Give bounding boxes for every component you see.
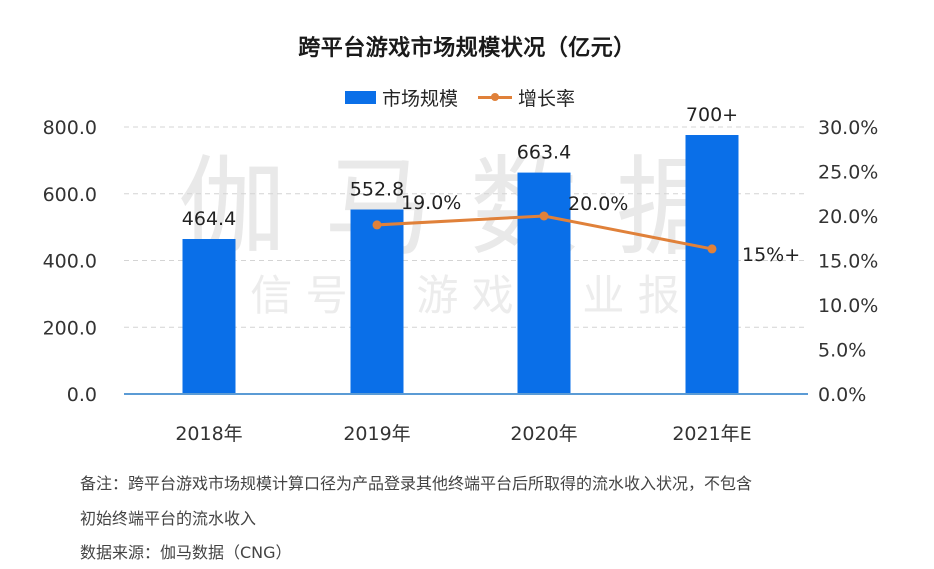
chart-legend: 市场规模 增长率 — [345, 84, 575, 111]
right-axis-tick: 25.0% — [818, 162, 878, 184]
right-axis-tick: 20.0% — [818, 206, 878, 228]
chart-plot-area: 伽马数据 微 信 号 ： 游 戏 产 业 报 告 0.0 200.0 400.0 60… — [43, 104, 879, 445]
watermark-main: 伽马数据 — [178, 146, 762, 271]
line-legend-label: 增长率 — [518, 88, 576, 110]
bar-legend-label: 市场规模 — [382, 88, 459, 110]
line-point — [707, 244, 717, 254]
x-axis-tick: 2019年 — [343, 423, 410, 445]
bar — [517, 172, 571, 394]
footnote-line-1: 备注：跨平台游戏市场规模计算口径为产品登录其他终端平台后所取得的流水收入状况，不… — [80, 474, 753, 493]
bar-value-label: 663.4 — [517, 142, 571, 164]
right-axis-tick: 30.0% — [818, 117, 878, 139]
line-value-label: 19.0% — [401, 192, 461, 214]
x-axis-tick: 2020年 — [510, 423, 577, 445]
line-legend-swatch-icon — [478, 93, 513, 101]
x-axis-labels: 2018年 2019年 2020年 2021年E — [175, 423, 751, 445]
bar-value-label: 700+ — [686, 104, 738, 126]
right-axis-tick: 0.0% — [818, 384, 866, 406]
left-axis-tick: 0.0 — [67, 384, 97, 406]
chart-title: 跨平台游戏市场规模状况（亿元） — [298, 36, 636, 61]
line-series — [372, 211, 717, 254]
footnote-line-2: 初始终端平台的流水收入 — [80, 509, 257, 528]
source-note: 数据来源：伽马数据（CNG） — [80, 543, 292, 562]
left-axis-tick: 800.0 — [43, 117, 97, 139]
bar — [350, 209, 404, 394]
bar-series — [182, 135, 739, 394]
watermark-sub: 微 信 号 ： 游 戏 产 业 报 告 — [195, 271, 735, 320]
bar — [182, 239, 236, 394]
bar-value-label: 552.8 — [350, 179, 404, 201]
line-point — [372, 220, 382, 230]
line-value-label: 20.0% — [568, 193, 628, 215]
line-value-label: 15%+ — [742, 244, 800, 266]
bar — [685, 135, 739, 394]
left-axis: 0.0 200.0 400.0 600.0 800.0 — [43, 117, 97, 406]
x-axis-tick: 2021年E — [672, 423, 751, 445]
right-axis-tick: 15.0% — [818, 251, 878, 273]
bar-value-label: 464.4 — [182, 208, 236, 230]
bar-legend-swatch-icon — [345, 91, 376, 104]
right-axis-tick: 5.0% — [818, 340, 866, 362]
left-axis-tick: 600.0 — [43, 184, 97, 206]
data-labels: 464.4 552.8 663.4 700+ 19.0% 20.0% 15%+ — [182, 104, 800, 266]
left-axis-tick: 400.0 — [43, 251, 97, 273]
right-axis: 0.0% 5.0% 10.0% 15.0% 20.0% 25.0% 30.0% — [818, 117, 878, 406]
line-point — [539, 211, 549, 221]
x-axis-tick: 2018年 — [175, 423, 242, 445]
right-axis-tick: 10.0% — [818, 295, 878, 317]
left-axis-tick: 200.0 — [43, 317, 97, 339]
